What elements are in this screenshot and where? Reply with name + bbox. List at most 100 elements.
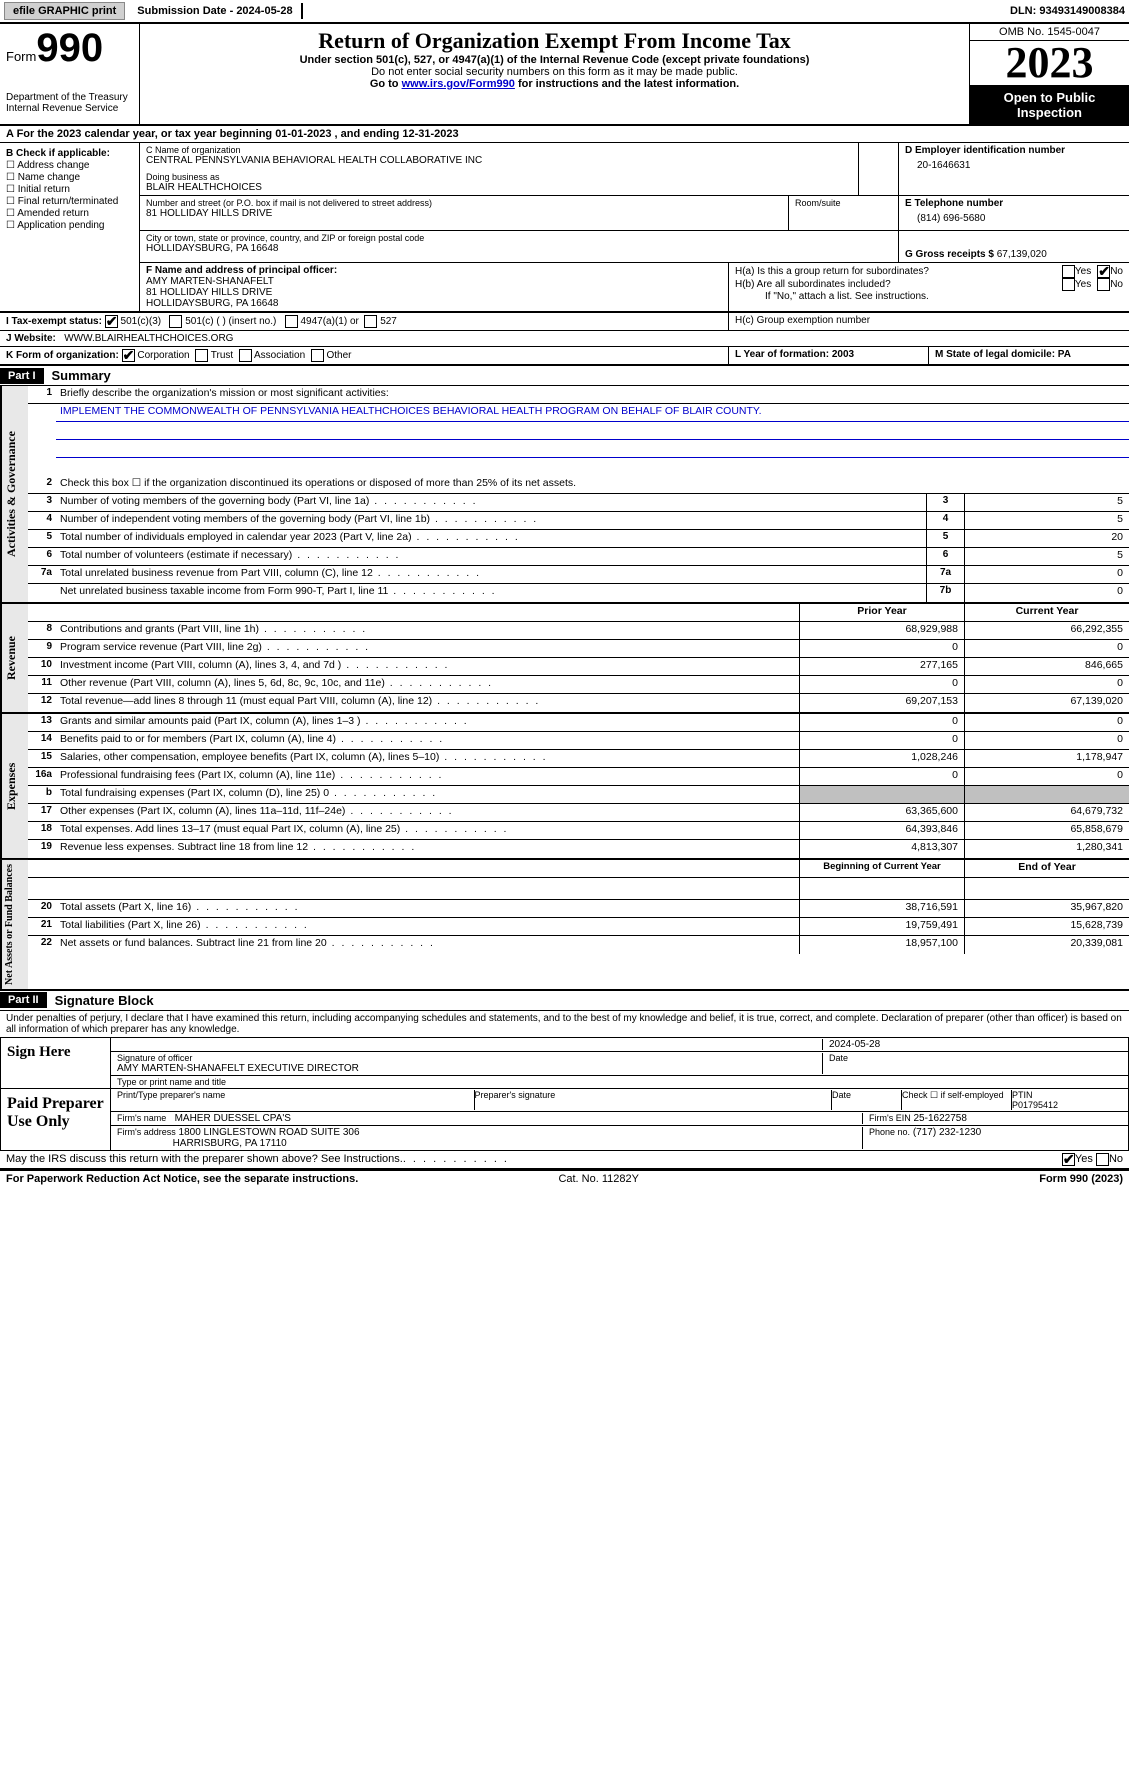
ha-yes-checkbox[interactable] [1062,265,1075,278]
prep-sig-label: Preparer's signature [475,1090,833,1110]
footer-left: For Paperwork Reduction Act Notice, see … [6,1173,358,1185]
ha-no-checkbox[interactable] [1097,265,1110,278]
officer-name: AMY MARTEN-SHANAFELT [146,276,722,287]
info-block: B Check if applicable: Address changeNam… [0,143,1129,313]
table-row: 13Grants and similar amounts paid (Part … [28,714,1129,732]
section-b-title: B Check if applicable: [6,148,133,159]
side-governance: Activities & Governance [0,386,28,602]
table-row: 16aProfessional fundraising fees (Part I… [28,768,1129,786]
submission-date: Submission Date - 2024-05-28 [129,3,302,19]
q2-label: Check this box ☐ if the organization dis… [56,476,1129,493]
checkbox-item[interactable]: Amended return [6,208,133,219]
end-year-hdr: End of Year [964,860,1129,877]
governance-table: Activities & Governance 1Briefly describ… [0,386,1129,604]
efile-button[interactable]: efile GRAPHIC print [4,2,125,20]
table-row: 7aTotal unrelated business revenue from … [28,566,1129,584]
discuss-yes-checkbox[interactable] [1062,1153,1075,1166]
city: HOLLIDAYSBURG, PA 16648 [146,243,892,254]
phone: (814) 696-5680 [905,209,1123,228]
yes-label: Yes [1075,266,1091,277]
curr-year-hdr: Current Year [964,604,1129,621]
side-revenue: Revenue [0,604,28,712]
ptin-label: PTIN [1012,1090,1033,1100]
part2-hdr: Part II [0,992,47,1008]
addr-label: Number and street (or P.O. box if mail i… [146,198,782,208]
self-emp-label: Check ☐ if self-employed [902,1090,1012,1110]
firm-name-label: Firm's name [117,1113,166,1123]
revenue-table: Revenue Prior Year Current Year 8Contrib… [0,604,1129,714]
other-checkbox[interactable] [311,349,324,362]
sig-officer-name: AMY MARTEN-SHANAFELT EXECUTIVE DIRECTOR [117,1063,822,1074]
firm-phone-label: Phone no. [869,1127,910,1137]
assoc-checkbox[interactable] [239,349,252,362]
hb-no-checkbox[interactable] [1097,278,1110,291]
ptin-val: P01795412 [1012,1100,1058,1110]
sign-here-label: Sign Here [1,1038,111,1088]
side-netassets: Net Assets or Fund Balances [0,860,28,989]
section-b: B Check if applicable: Address changeNam… [0,143,140,311]
dba: BLAIR HEALTHCHOICES [146,182,852,193]
table-row: 5Total number of individuals employed in… [28,530,1129,548]
footer-right: Form 990 (2023) [1039,1173,1123,1185]
phone-label: E Telephone number [905,198,1123,209]
ein: 20-1646631 [905,156,1123,175]
date-label: Date [829,1053,1122,1063]
type-name-label: Type or print name and title [117,1077,226,1087]
firm-name: MAHER DUESSEL CPA'S [175,1113,291,1124]
4947-checkbox[interactable] [285,315,298,328]
sig-officer-label: Signature of officer [117,1053,822,1063]
trust-checkbox[interactable] [195,349,208,362]
q1-label: Briefly describe the organization's miss… [56,386,1129,403]
form-org-label: K Form of organization: [6,350,119,361]
room-label: Room/suite [795,198,892,208]
table-row: 20Total assets (Part X, line 16)38,716,5… [28,900,1129,918]
corp-checkbox[interactable] [122,349,135,362]
dba-label: Doing business as [146,172,852,182]
table-row: 21Total liabilities (Part X, line 26)19,… [28,918,1129,936]
form-number: 990 [36,26,103,70]
firm-ein: 25-1622758 [914,1113,967,1124]
table-row: 10Investment income (Part VIII, column (… [28,658,1129,676]
year-formation: L Year of formation: 2003 [729,347,929,364]
tax-status-label: I Tax-exempt status: [6,316,102,327]
irs-label: Internal Revenue Service [6,103,133,114]
table-row: 11Other revenue (Part VIII, column (A), … [28,676,1129,694]
527-checkbox[interactable] [364,315,377,328]
501c3-checkbox[interactable] [105,315,118,328]
table-row: 22Net assets or fund balances. Subtract … [28,936,1129,954]
501c-checkbox[interactable] [169,315,182,328]
prep-name-label: Print/Type preparer's name [117,1090,475,1110]
table-row: 12Total revenue—add lines 8 through 11 (… [28,694,1129,712]
discuss-no-checkbox[interactable] [1096,1153,1109,1166]
hb-yes-checkbox[interactable] [1062,278,1075,291]
gross-val: 67,139,020 [997,249,1047,260]
table-row: 18Total expenses. Add lines 13–17 (must … [28,822,1129,840]
table-row: 4Number of independent voting members of… [28,512,1129,530]
paid-preparer-block: Paid Preparer Use Only Print/Type prepar… [0,1089,1129,1151]
checkbox-item[interactable]: Name change [6,172,133,183]
checkbox-item[interactable]: Final return/terminated [6,196,133,207]
checkbox-item[interactable]: Address change [6,160,133,171]
checkbox-item[interactable]: Initial return [6,184,133,195]
website: WWW.BLAIRHEALTHCHOICES.ORG [64,333,233,344]
checkbox-item[interactable]: Application pending [6,220,133,231]
form-label: Form [6,49,36,64]
table-row: 3Number of voting members of the governi… [28,494,1129,512]
irs-link[interactable]: www.irs.gov/Form990 [402,78,515,90]
sign-here-block: Sign Here 2024-05-28 Signature of office… [0,1038,1129,1089]
discuss-label: May the IRS discuss this return with the… [6,1153,403,1166]
form-header: Form990 Department of the Treasury Inter… [0,24,1129,126]
website-label: J Website: [6,333,56,344]
table-row: Net unrelated business taxable income fr… [28,584,1129,602]
prep-date-label: Date [832,1090,902,1110]
sig-date: 2024-05-28 [822,1039,1122,1050]
addr: 81 HOLLIDAY HILLS DRIVE [146,208,782,219]
no-label: No [1110,266,1123,277]
part2-title: Signature Block [47,991,162,1010]
org-name: CENTRAL PENNSYLVANIA BEHAVIORAL HEALTH C… [146,155,852,166]
table-row: 6Total number of volunteers (estimate if… [28,548,1129,566]
table-row: 9Program service revenue (Part VIII, lin… [28,640,1129,658]
part1-hdr: Part I [0,368,44,384]
footer: For Paperwork Reduction Act Notice, see … [0,1170,1129,1187]
city-label: City or town, state or province, country… [146,233,892,243]
